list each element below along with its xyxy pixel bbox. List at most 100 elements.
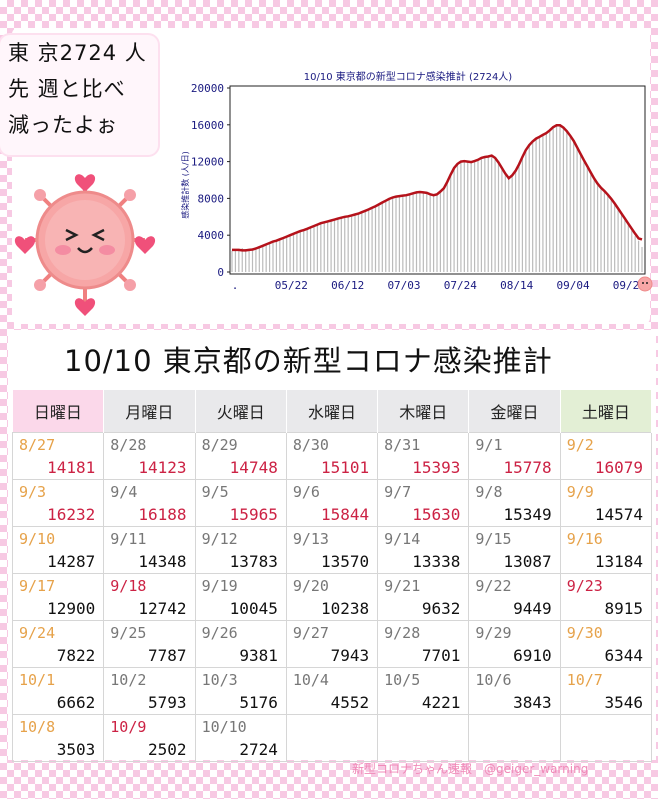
cell-value: 13338 (412, 552, 461, 571)
chart-bar (514, 170, 517, 272)
calendar-body: 8/27 14181 8/28 14123 8/29 14748 8/30 15101 8/31… (11, 432, 653, 762)
chart-bar (303, 230, 305, 272)
trend-line (232, 124, 643, 252)
chart-bar (473, 161, 476, 272)
chart-bar (272, 241, 274, 272)
chart-bar (470, 162, 472, 272)
cell-value: 13087 (503, 552, 552, 571)
x-tick-label: 07/24 (444, 279, 477, 292)
chart-bar (309, 227, 312, 272)
cell-date: 10/10 (201, 718, 247, 736)
cell-date: 9/19 (201, 577, 238, 595)
chart-bar (545, 132, 547, 272)
chart-bar (248, 249, 250, 272)
calendar-week-row: 8/27 14181 8/28 14123 8/29 14748 8/30 15101 8/31… (11, 432, 653, 480)
cell-date: 9/8 (475, 483, 503, 501)
day-header: 火曜日 (195, 390, 287, 433)
calendar-day-cell: 9/11 14348 (103, 526, 196, 574)
calendar-day-cell: 9/14 13338 (377, 526, 470, 574)
cell-value: 7787 (148, 646, 187, 665)
cell-value: 15393 (412, 458, 461, 477)
chart-bar (467, 161, 469, 272)
calendar-day-cell: 10/8 3503 (11, 714, 105, 762)
chart-bar (504, 172, 506, 272)
chart-bar (538, 135, 541, 272)
chart-bar (316, 224, 319, 272)
chart-bar (415, 192, 418, 272)
chart-bar (525, 149, 527, 272)
chart-bar (528, 144, 530, 272)
calendar-day-cell: 9/28 7701 (377, 620, 470, 668)
x-tick-label: 09/04 (556, 279, 589, 292)
chart-bar (446, 181, 448, 272)
calendar-day-cell: 9/8 15349 (468, 479, 561, 527)
chart-bar (494, 157, 496, 272)
cell-value: 6910 (513, 646, 552, 665)
chart-bar (617, 208, 619, 272)
heart-icon (14, 174, 156, 316)
cell-date: 9/9 (566, 483, 594, 501)
chart-bar (296, 232, 298, 272)
cell-value: 7822 (56, 646, 96, 665)
chart-bar (245, 249, 247, 272)
calendar-day-cell: 9/6 15844 (285, 479, 379, 527)
chart-bar (357, 213, 360, 272)
cell-value: 7701 (421, 646, 461, 665)
x-tick-label: 09/25 (613, 279, 646, 292)
cell-date: 9/24 (19, 624, 56, 642)
cell-date: 9/13 (292, 530, 329, 548)
day-header: 木曜日 (377, 390, 470, 433)
calendar-day-cell: 9/26 9381 (194, 620, 287, 668)
chart-bar (600, 189, 602, 272)
chart-bar (562, 127, 565, 272)
cell-value: 15349 (503, 505, 552, 524)
y-tick-label: 8000 (198, 192, 225, 205)
cell-value: 14348 (138, 552, 187, 571)
chart-bar (480, 157, 483, 272)
chart-bar (552, 126, 554, 272)
chart-bar (340, 217, 342, 272)
chart-bar (378, 203, 380, 272)
cell-date: 8/31 (384, 436, 421, 454)
chart-bar (391, 197, 394, 272)
chart-bar (501, 168, 503, 272)
day-header: 月曜日 (103, 390, 196, 433)
calendar-day-cell: 9/13 13570 (285, 526, 379, 574)
chart-title: 10/10 東京都の新型コロナ感染推計 (2724人) (304, 70, 513, 83)
cell-value: 9449 (513, 599, 552, 618)
chart-bar (641, 246, 643, 272)
cell-value: 15965 (229, 505, 278, 524)
chart-bar (268, 242, 271, 272)
calendar-day-cell (559, 714, 653, 762)
cell-date: 9/17 (19, 577, 56, 595)
calendar-day-cell: 8/30 15101 (285, 432, 379, 480)
cell-date: 9/3 (19, 483, 47, 501)
bubble-line-3: 減ったよぉ (8, 113, 118, 137)
calendar-day-cell: 9/17 12900 (11, 573, 105, 621)
calendar-week-row: 9/17 12900 9/18 12742 9/19 10045 9/20 10238 9/21… (11, 573, 653, 621)
cell-date: 10/9 (110, 718, 147, 736)
chart-bar (374, 205, 377, 272)
cell-date: 10/6 (475, 671, 512, 689)
chart-bar (422, 191, 424, 272)
cell-date: 9/11 (110, 530, 147, 548)
cell-date: 9/10 (19, 530, 56, 548)
chart-bar (265, 243, 267, 272)
chart-bar (320, 223, 322, 272)
chart-bar (453, 168, 455, 272)
chart: 10/10 東京都の新型コロナ感染推計 (2724人) 感染推計数 (人/日) … (180, 70, 653, 292)
cell-date: 8/29 (201, 436, 238, 454)
calendar-day-cell: 9/21 9632 (377, 573, 470, 621)
calendar-day-cell: 9/18 12742 (103, 573, 196, 621)
calendar-day-cell: 9/30 6344 (559, 620, 653, 668)
cell-value: 6344 (604, 646, 643, 665)
calendar-day-cell: 9/5 15965 (194, 479, 287, 527)
cell-value: 3843 (513, 693, 552, 712)
chart-bar (255, 248, 257, 272)
chart-bar (436, 194, 438, 272)
calendar-day-cell: 9/23 8915 (559, 573, 653, 621)
chart-bar (532, 140, 534, 272)
chart-bar (631, 230, 633, 272)
calendar-day-cell: 9/1 15778 (468, 432, 561, 480)
chart-bar (518, 164, 520, 272)
